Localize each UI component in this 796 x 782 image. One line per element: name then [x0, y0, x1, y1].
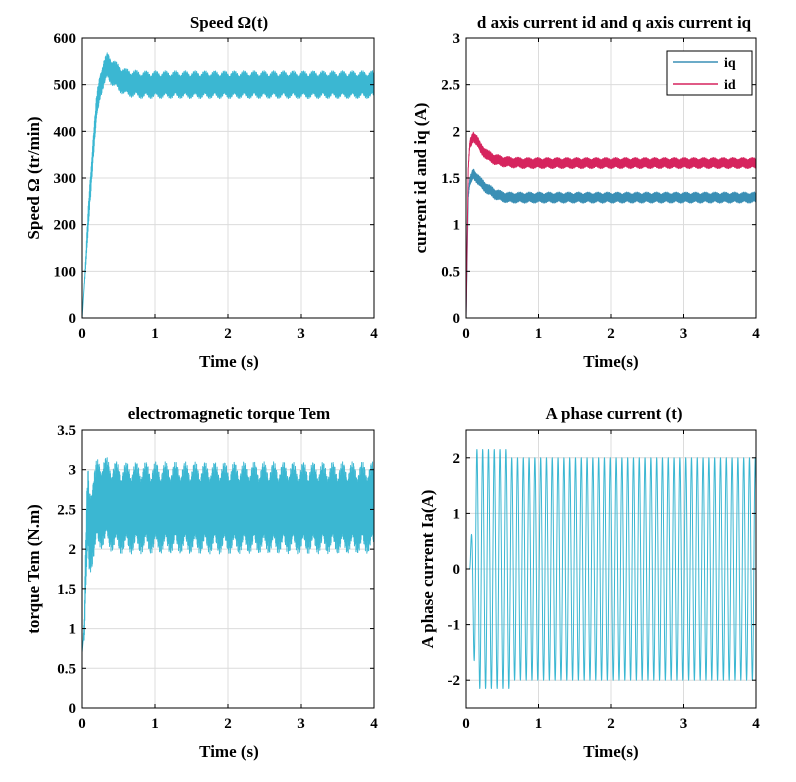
panel-speed: Speed Ω(t) 0 1 2 3 4 0 100 200 300 400 500 600 Time…: [24, 13, 378, 371]
currents-x-tick-label-1: 1: [535, 326, 543, 342]
phase-series-line-Ia: [466, 448, 756, 690]
currents-y-tick-label-0: 0: [453, 311, 461, 327]
speed-x-tick-label-2: 2: [224, 326, 232, 342]
phase-x-tick-label-1: 1: [535, 716, 543, 732]
phase-current-chart-title: A phase current (t): [545, 404, 682, 423]
speed-x-tick-label-1: 1: [151, 326, 159, 342]
phase-current-x-axis-label: Time(s): [583, 742, 638, 761]
speed-x-tick-label-0: 0: [78, 326, 86, 342]
legend-id-label: id: [724, 78, 736, 93]
speed-x-tick-label-3: 3: [297, 326, 305, 342]
speed-y-tick-label-3: 300: [54, 171, 77, 187]
speed-y-tick-label-2: 200: [54, 218, 77, 234]
currents-x-axis-label: Time(s): [583, 352, 638, 371]
speed-x-axis-label: Time (s): [199, 352, 259, 371]
speed-series-line-speed: [82, 52, 374, 318]
currents-x-tick-label-3: 3: [680, 326, 688, 342]
panel-phase-current: A phase current (t) 0 1 2 3 4 -2 -1 0 1 2 Time(s)…: [418, 404, 760, 761]
torque-x-tick-label-2: 2: [224, 716, 232, 732]
legend-iq-label: iq: [724, 56, 736, 71]
speed-ticks: 0 1 2 3 4 0 100 200 300 400 500 600: [54, 31, 379, 342]
torque-y-tick-label-7: 3.5: [57, 423, 76, 439]
speed-chart-title: Speed Ω(t): [190, 13, 268, 32]
phase-y-tick-label-3: 1: [453, 506, 461, 522]
phase-x-tick-label-2: 2: [607, 716, 615, 732]
currents-x-tick-label-4: 4: [752, 326, 760, 342]
currents-y-tick-label-4: 2: [453, 124, 461, 140]
torque-y-tick-label-5: 2.5: [57, 502, 76, 518]
phase-x-tick-label-3: 3: [680, 716, 688, 732]
phase-x-tick-label-4: 4: [752, 716, 760, 732]
currents-chart-title: d axis current id and q axis current iq: [477, 13, 752, 32]
torque-y-tick-label-6: 3: [69, 463, 77, 479]
phase-current-plot-area: [466, 448, 756, 690]
currents-x-tick-label-0: 0: [462, 326, 470, 342]
torque-ticks: 0 1 2 3 4 0 0.5 1 1.5 2 2.5 3 3.5: [57, 423, 378, 732]
currents-series-line-id: [466, 131, 756, 318]
speed-plot-area: [82, 52, 374, 318]
currents-y-tick-label-3: 1.5: [441, 171, 460, 187]
speed-y-axis-label: Speed Ω (tr/min): [24, 116, 43, 239]
torque-chart-title: electromagnetic torque Tem: [128, 404, 330, 423]
torque-x-tick-label-1: 1: [151, 716, 159, 732]
torque-y-tick-label-4: 2: [69, 542, 77, 558]
torque-x-tick-label-4: 4: [370, 716, 378, 732]
currents-series-line-iq: [466, 168, 756, 318]
phase-current-ticks: 0 1 2 3 4 -2 -1 0 1 2: [448, 430, 760, 732]
torque-plot-area: [82, 457, 374, 653]
torque-x-axis-label: Time (s): [199, 742, 259, 761]
currents-plot-area: [466, 131, 756, 318]
torque-y-tick-label-2: 1: [69, 622, 77, 638]
phase-y-tick-label-1: -1: [448, 618, 461, 634]
phase-current-y-axis-label: A phase current Ia(A): [418, 490, 437, 649]
torque-x-tick-label-3: 3: [297, 716, 305, 732]
speed-y-tick-label-5: 500: [54, 78, 77, 94]
phase-y-tick-label-2: 0: [453, 562, 461, 578]
currents-y-tick-label-1: 0.5: [441, 264, 460, 280]
currents-ticks: 0 1 2 3 4 0 0.5 1 1.5 2 2.5 3: [441, 31, 760, 342]
torque-y-tick-label-1: 0.5: [57, 661, 76, 677]
currents-y-axis-label: current id and iq (A): [411, 103, 430, 254]
speed-y-tick-label-0: 0: [69, 311, 77, 327]
phase-y-tick-label-4: 2: [453, 451, 461, 467]
phase-x-tick-label-0: 0: [462, 716, 470, 732]
speed-y-tick-label-6: 600: [54, 31, 77, 47]
torque-x-tick-label-0: 0: [78, 716, 86, 732]
torque-series-line-torque: [82, 457, 374, 653]
currents-y-tick-label-2: 1: [453, 218, 461, 234]
panel-currents: d axis current id and q axis current iq …: [411, 13, 760, 371]
speed-y-tick-label-4: 400: [54, 124, 77, 140]
currents-y-tick-label-6: 3: [453, 31, 461, 47]
torque-y-tick-label-0: 0: [69, 701, 77, 717]
currents-x-tick-label-2: 2: [607, 326, 615, 342]
panel-torque: electromagnetic torque Tem 0 1 2 3 4 0 0.5 1 1.5…: [24, 404, 378, 761]
currents-y-tick-label-5: 2.5: [441, 78, 460, 94]
speed-x-tick-label-4: 4: [370, 326, 378, 342]
speed-y-tick-label-1: 100: [54, 264, 77, 280]
currents-legend: iq id: [666, 50, 753, 96]
legend-box: [666, 50, 753, 96]
torque-y-axis-label: torque Tem (N.m): [24, 504, 43, 634]
phase-y-tick-label-0: -2: [448, 673, 461, 689]
torque-y-tick-label-3: 1.5: [57, 582, 76, 598]
